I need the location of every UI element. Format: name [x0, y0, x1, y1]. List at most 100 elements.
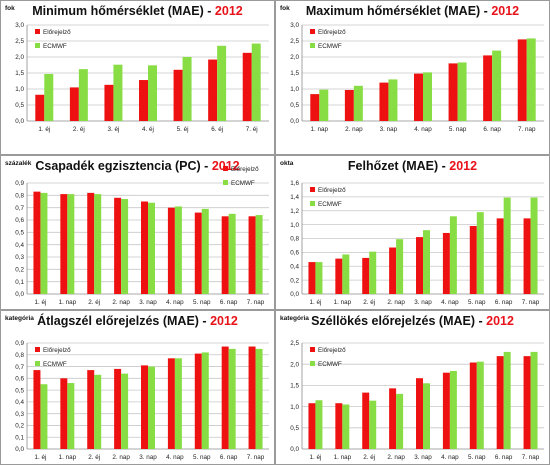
y-tick-label: 2,5: [15, 38, 24, 45]
y-tick-label: 0,9: [15, 340, 24, 347]
bar-elorejelzo: [469, 362, 477, 449]
y-tick-label: 1,2: [290, 208, 299, 215]
x-tick-label: 5. nap: [468, 454, 486, 461]
y-tick-label: 0,0: [290, 446, 299, 453]
x-tick-label: 6. nap: [220, 299, 238, 306]
bar-ecmwf: [148, 65, 157, 121]
legend-swatch-elorejelzo: [35, 347, 40, 352]
x-tick-label: 6. nap: [220, 454, 238, 461]
bar-ecmwf: [476, 361, 484, 449]
bar-elorejelzo: [221, 216, 229, 294]
y-tick-label: 2,5: [290, 38, 299, 45]
x-tick-label: 2. éj: [363, 454, 375, 461]
bar-ecmwf: [457, 62, 467, 121]
bar-ecmwf: [113, 64, 123, 121]
chart-title-year: 2012: [449, 159, 478, 173]
legend-label-elorejelzo: Előrejelző: [318, 29, 346, 36]
x-tick-label: 4. nap: [414, 126, 432, 133]
chart-title: Felhőzet (MAE) - 2012: [276, 159, 549, 173]
chart-title: Széllökés előrejelzés (MAE) - 2012: [276, 314, 549, 328]
x-tick-label: 1. éj: [38, 126, 50, 133]
bar-ecmwf: [369, 251, 377, 294]
bar-elorejelzo: [448, 63, 458, 121]
legend-swatch-elorejelzo: [310, 347, 315, 352]
x-tick-label: 5. nap: [193, 454, 211, 461]
bar-ecmwf: [228, 348, 236, 449]
legend-label-elorejelzo: Előrejelző: [318, 347, 346, 354]
bar-elorejelzo: [442, 232, 450, 294]
bar-elorejelzo: [87, 192, 95, 294]
bar-ecmwf: [217, 45, 227, 121]
x-tick-label: 2. nap: [387, 454, 405, 461]
chart-panel-min-temp: fok Minimum hőmérséklet (MAE) - 2012 0,0…: [0, 0, 275, 155]
y-tick-label: 0,5: [290, 425, 299, 432]
chart-title: Maximum hőmérséklet (MAE) - 2012: [276, 4, 549, 18]
bar-ecmwf: [526, 38, 536, 121]
bar-elorejelzo: [416, 237, 423, 294]
y-unit-label: fok: [5, 5, 15, 12]
bar-ecmwf: [94, 194, 102, 294]
bar-ecmwf: [174, 358, 182, 449]
chart-title-year: 2012: [486, 314, 514, 328]
legend-swatch-ecmwf: [310, 43, 315, 48]
bar-ecmwf: [388, 79, 398, 121]
chart-title-text: Átlagszél előrejelzés (MAE) -: [37, 314, 211, 328]
bar-elorejelzo: [104, 84, 114, 121]
x-tick-label: 7. nap: [518, 126, 536, 133]
y-tick-label: 0,0: [290, 118, 299, 125]
bar-elorejelzo: [496, 218, 504, 294]
x-tick-label: 3. éj: [107, 126, 119, 133]
x-tick-label: 2. nap: [112, 299, 130, 306]
y-tick-label: 1,0: [290, 404, 299, 411]
bar-elorejelzo: [379, 82, 389, 121]
bar-ecmwf: [255, 348, 263, 449]
bar-ecmwf: [423, 230, 430, 294]
y-tick-label: 0,6: [15, 376, 24, 383]
bar-elorejelzo: [167, 207, 175, 294]
bar-chart-min-temp: 0,0 0,5 1,0 1,5 2,0 2,5 3,0 1. éj 2. éj 3. éj 4. é…: [15, 22, 269, 133]
legend-label-ecmwf: ECMWF: [231, 180, 255, 187]
chart-title-year: 2012: [210, 314, 238, 328]
legend-label-elorejelzo: Előrejelző: [231, 166, 259, 173]
bar-elorejelzo: [523, 356, 531, 449]
bar-elorejelzo: [167, 358, 175, 449]
chart-panel-max-temp: fok Maximum hőmérséklet (MAE) - 2012 0,0…: [275, 0, 550, 155]
bar-ecmwf: [121, 199, 129, 294]
bar-ecmwf: [396, 393, 404, 449]
chart-title-text: Maximum hőmérséklet (MAE) -: [305, 4, 492, 18]
y-tick-label: 0,5: [15, 387, 24, 394]
legend-label-ecmwf: ECMWF: [43, 43, 67, 50]
x-tick-label: 2. nap: [112, 454, 130, 461]
bar-elorejelzo: [416, 378, 423, 449]
legend-swatch-ecmwf: [310, 361, 315, 366]
y-tick-label: 0,1: [15, 434, 24, 441]
chart-title-year: 2012: [214, 4, 243, 18]
x-tick-label: 4. nap: [166, 299, 184, 306]
x-tick-label: 7. nap: [247, 299, 265, 306]
legend-swatch-ecmwf: [35, 43, 40, 48]
y-tick-label: 2,5: [290, 340, 299, 347]
x-tick-label: 7. nap: [247, 454, 265, 461]
bar-elorejelzo: [242, 52, 252, 122]
x-tick-label: 1. éj: [34, 454, 46, 461]
x-tick-label: 6. nap: [495, 454, 513, 461]
bar-ecmwf: [44, 73, 54, 121]
y-tick-label: 1,5: [290, 383, 299, 390]
y-unit-label: százalék: [5, 160, 32, 167]
chart-title-text: Széllökés előrejelzés (MAE) -: [311, 314, 487, 328]
bar-elorejelzo: [344, 89, 354, 121]
x-tick-label: 2. éj: [73, 126, 85, 133]
y-tick-label: 0,1: [15, 279, 24, 286]
chart-panel-cloud-cover: okta Felhőzet (MAE) - 2012 0,0 0,2 0,4 0,6 0…: [275, 155, 550, 310]
bar-ecmwf: [492, 50, 502, 121]
y-tick-label: 1,0: [290, 86, 299, 93]
x-tick-label: 5. éj: [177, 126, 189, 133]
x-tick-label: 2. éj: [88, 454, 100, 461]
y-tick-label: 0,3: [15, 411, 24, 418]
bar-elorejelzo: [69, 87, 79, 121]
legend-swatch-ecmwf: [223, 180, 228, 185]
x-tick-label: 3. nap: [139, 299, 157, 306]
x-tick-label: 7. nap: [522, 454, 540, 461]
bar-ecmwf: [342, 404, 350, 449]
bar-elorejelzo: [208, 59, 218, 121]
